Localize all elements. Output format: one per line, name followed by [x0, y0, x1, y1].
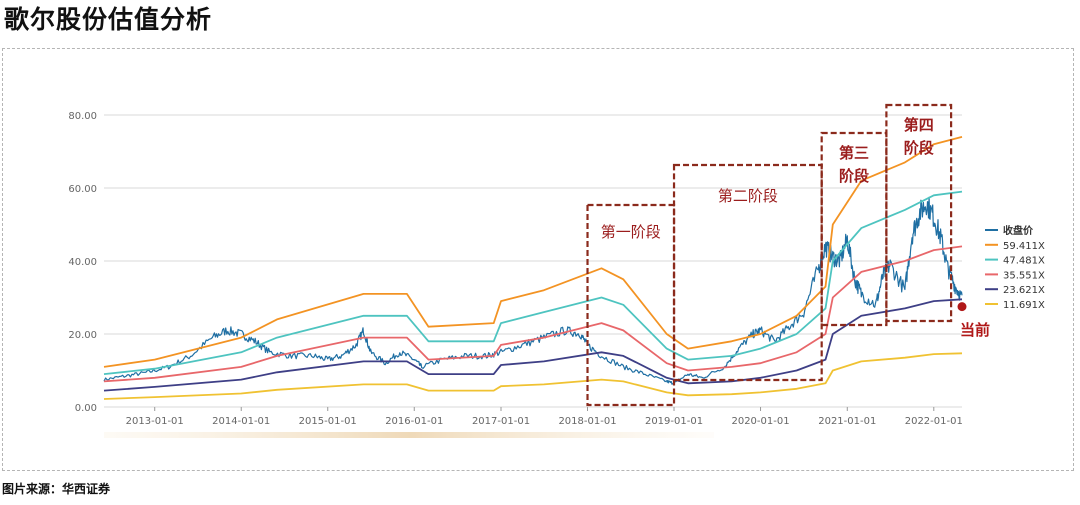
series-line: [103, 352, 963, 400]
legend-label[interactable]: 11.691X: [1003, 300, 1045, 311]
x-tick-label: 2018-01-01: [558, 416, 616, 427]
x-tick-label: 2020-01-01: [731, 416, 789, 427]
legend-label[interactable]: 59.411X: [1003, 241, 1045, 252]
legend-label[interactable]: 23.621X: [1003, 285, 1045, 296]
x-tick-label: 2013-01-01: [126, 416, 184, 427]
annotation-label-current: 当前: [960, 321, 990, 339]
series-line: [103, 196, 963, 386]
series-line: [103, 136, 963, 368]
series-line: [103, 245, 963, 383]
x-tick-label: 2021-01-01: [818, 416, 876, 427]
x-tick-label: 2022-01-01: [905, 416, 963, 427]
stage-label: 第二阶段: [718, 187, 778, 205]
stage-box: [586, 203, 676, 407]
y-axis-ticks: 0.00 20.00 40.00 60.00 80.00: [68, 111, 97, 414]
x-tick-label: 2015-01-01: [299, 416, 357, 427]
y-tick-label: 60.00: [68, 184, 97, 195]
legend-label[interactable]: 47.481X: [1003, 256, 1045, 267]
stage-label: 阶段: [839, 167, 869, 185]
series-line: [103, 190, 963, 375]
x-tick-label: 2019-01-01: [645, 416, 703, 427]
stage-label: 第四: [904, 116, 934, 134]
legend-label[interactable]: 收盘价: [1003, 224, 1034, 237]
time-slider-bar[interactable]: [104, 432, 714, 438]
legend: 收盘价 59.411X 47.481X 35.551X 23.621X 11.691X: [985, 224, 1045, 311]
current-point-marker: [957, 302, 967, 312]
chart-frame: [2, 48, 1074, 471]
y-tick-label: 0.00: [75, 403, 97, 414]
y-tick-label: 40.00: [68, 257, 97, 268]
stage-label: 第三: [839, 144, 869, 162]
y-tick-label: 80.00: [68, 111, 97, 122]
x-tick-label: 2016-01-01: [385, 416, 443, 427]
x-axis-ticks: 2013-01-01 2014-01-01 2015-01-01 2016-01-01…: [126, 407, 963, 427]
stage-label: 第一阶段: [601, 223, 661, 241]
x-tick-label: 2017-01-01: [472, 416, 530, 427]
stage-label: 阶段: [904, 139, 934, 157]
y-tick-label: 20.00: [68, 330, 97, 341]
source-note: 图片来源：华西证券: [2, 482, 111, 496]
legend-label[interactable]: 35.551X: [1003, 270, 1045, 281]
stage-box: [885, 103, 953, 323]
page-title: 歌尔股份估值分析: [4, 5, 213, 34]
x-tick-label: 2014-01-01: [212, 416, 270, 427]
series-lines: [103, 136, 967, 400]
stage-box: [820, 131, 888, 327]
series-line: [103, 298, 963, 392]
